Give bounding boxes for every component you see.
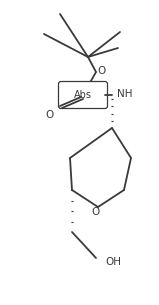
Text: O: O [46, 110, 54, 120]
Text: O: O [92, 207, 100, 217]
Text: O: O [97, 66, 105, 76]
Text: Abs: Abs [74, 90, 92, 100]
Text: NH: NH [117, 89, 132, 99]
FancyBboxPatch shape [59, 81, 107, 109]
Text: OH: OH [105, 257, 121, 267]
